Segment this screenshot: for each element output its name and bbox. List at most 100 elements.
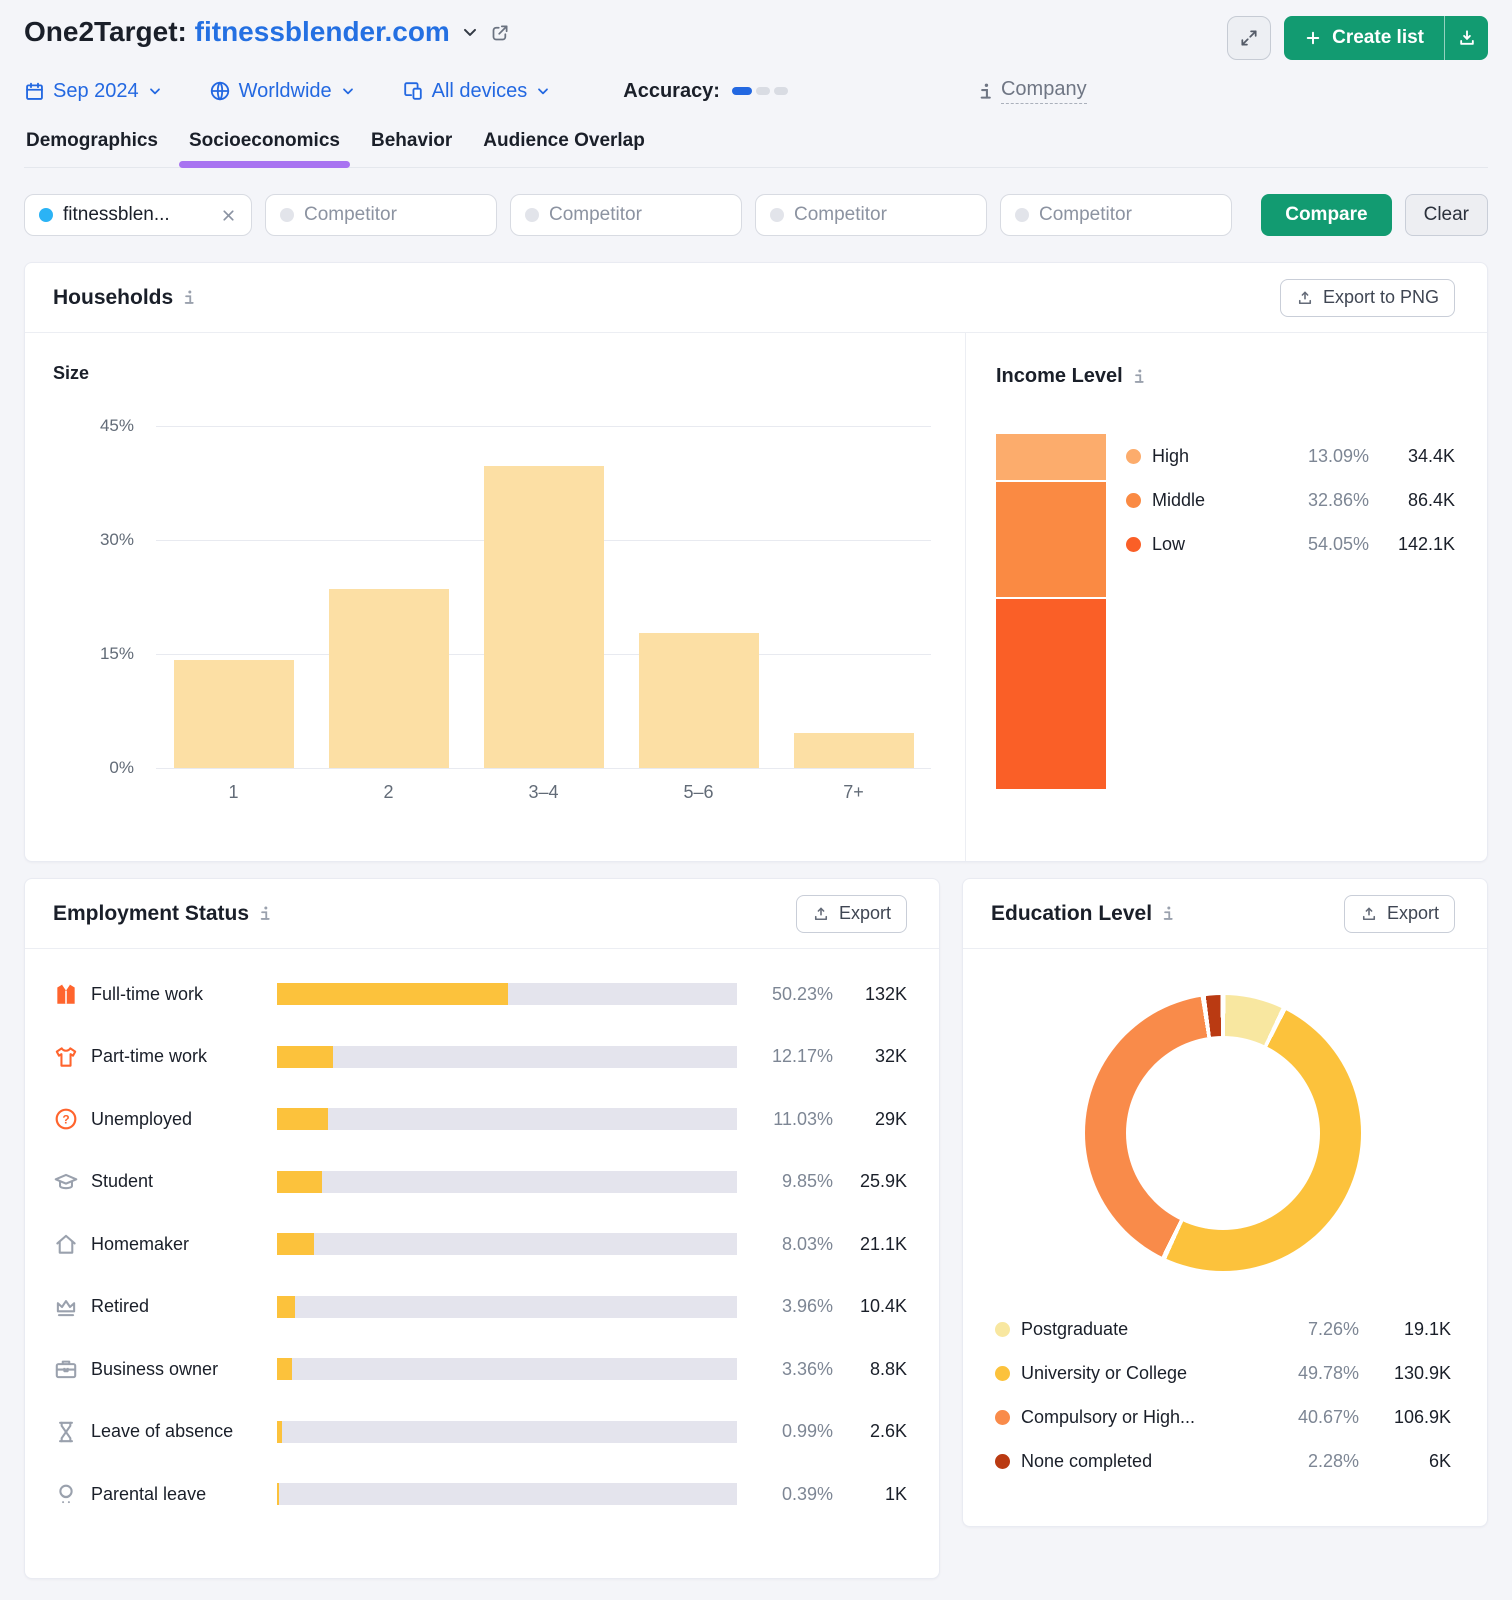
header: One2Target: fitnessblender.com xyxy=(24,0,1488,60)
expand-button[interactable] xyxy=(1227,16,1272,60)
compare-button[interactable]: Compare xyxy=(1261,194,1392,236)
clear-button[interactable]: Clear xyxy=(1404,194,1488,236)
employment-label: Homemaker xyxy=(91,1233,190,1254)
chevron-down-icon xyxy=(535,83,551,99)
donut-hole xyxy=(1126,1036,1320,1230)
employment-row: Business owner 3.36% 8.8K xyxy=(53,1354,907,1384)
competitor-input-2[interactable]: Competitor xyxy=(510,194,742,236)
tab-audience-overlap[interactable]: Audience Overlap xyxy=(483,130,645,151)
households-title: Households xyxy=(53,285,174,309)
income-segment-high xyxy=(996,434,1106,480)
question-circle-icon: ? xyxy=(53,1106,79,1132)
gridline xyxy=(156,426,931,427)
competitor-input-3[interactable]: Competitor xyxy=(755,194,987,236)
legend-pct: 32.86% xyxy=(1307,489,1369,510)
employment-label: Part-time work xyxy=(91,1046,208,1066)
legend-dot xyxy=(995,1365,1010,1381)
competitor-dot xyxy=(1015,208,1029,222)
income-stacked-bar xyxy=(996,434,1106,790)
bar-column xyxy=(311,426,466,768)
download-icon xyxy=(1457,28,1477,48)
date-filter-label: Sep 2024 xyxy=(53,79,139,102)
legend-pct: 40.67% xyxy=(1297,1406,1359,1427)
chevron-down-icon xyxy=(340,83,356,99)
legend-label: Low xyxy=(1152,533,1186,554)
tab-behavior[interactable]: Behavior xyxy=(370,130,453,151)
employment-export-button[interactable]: Export xyxy=(795,894,907,933)
report-tabs: Demographics Socioeconomics Behavior Aud… xyxy=(24,130,1488,168)
devices-icon xyxy=(402,80,424,102)
create-list-button[interactable]: Create list xyxy=(1284,16,1444,60)
employment-bar-track xyxy=(277,1170,737,1193)
employment-value: 2.6K xyxy=(869,1421,907,1441)
y-axis-tick: 0% xyxy=(109,758,134,777)
legend-value: 6K xyxy=(1428,1450,1451,1471)
legend-dot xyxy=(1126,492,1141,508)
x-axis-label: 5–6 xyxy=(683,782,714,802)
employment-value: 25.9K xyxy=(859,1171,907,1191)
filter-bar: Sep 2024 Worldwide All devices Accura xyxy=(24,78,1488,104)
employment-bar-fill xyxy=(277,1295,296,1318)
chevron-down-icon xyxy=(147,83,163,99)
legend-row: Low 54.05% 142.1K xyxy=(1126,522,1455,566)
employment-label: Full-time work xyxy=(91,983,204,1004)
legend-value: 19.1K xyxy=(1403,1318,1451,1339)
download-button[interactable] xyxy=(1444,16,1488,60)
legend-label: Middle xyxy=(1152,489,1206,510)
employment-pct: 0.39% xyxy=(781,1483,833,1504)
export-icon xyxy=(1296,289,1314,307)
employment-pct: 3.96% xyxy=(781,1296,833,1316)
households-card: Households Export to PNG Size 45% 30% 15% 0… xyxy=(24,262,1488,862)
tab-socioeconomics[interactable]: Socioeconomics xyxy=(178,130,350,168)
education-export-button[interactable]: Export xyxy=(1343,894,1455,933)
x-axis-label: 2 xyxy=(383,782,394,802)
location-filter[interactable]: Worldwide xyxy=(209,80,356,103)
export-to-png-button[interactable]: Export to PNG xyxy=(1279,278,1455,317)
info-icon[interactable] xyxy=(978,83,993,100)
info-icon[interactable] xyxy=(183,290,195,305)
info-icon[interactable] xyxy=(259,906,271,921)
competitor-input-4[interactable]: Competitor xyxy=(1000,194,1232,236)
external-link-icon[interactable] xyxy=(490,22,511,43)
employment-label: Leave of absence xyxy=(91,1421,234,1441)
employment-value: 21.1K xyxy=(859,1233,907,1254)
legend-pct: 49.78% xyxy=(1297,1362,1359,1383)
company-link[interactable]: Company xyxy=(1000,78,1087,104)
employment-row: Leave of absence 0.99% 2.6K xyxy=(53,1417,907,1447)
competitor-input-1[interactable]: Competitor xyxy=(265,194,497,236)
x-axis-label: 3–4 xyxy=(528,782,559,802)
employment-bar-fill xyxy=(277,1420,282,1443)
chevron-down-icon[interactable] xyxy=(460,22,480,42)
y-axis-tick: 30% xyxy=(99,530,134,549)
graduation-cap-icon xyxy=(53,1169,79,1195)
legend-label: None completed xyxy=(1021,1450,1153,1471)
employment-label: Student xyxy=(91,1171,154,1191)
employment-pct: 0.99% xyxy=(781,1421,833,1441)
employment-value: 32K xyxy=(874,1046,907,1066)
competitor-placeholder: Competitor xyxy=(794,204,887,225)
tab-demographics[interactable]: Demographics xyxy=(26,130,158,151)
close-icon[interactable] xyxy=(220,207,237,224)
legend-dot xyxy=(995,1409,1010,1425)
legend-row: Postgraduate 7.26% 19.1K xyxy=(995,1307,1451,1351)
legend-value: 86.4K xyxy=(1407,489,1455,510)
education-export-label: Export xyxy=(1386,903,1439,923)
employment-bar-fill xyxy=(277,1233,314,1255)
employment-export-label: Export xyxy=(838,903,891,923)
info-icon[interactable] xyxy=(1162,906,1174,921)
date-filter[interactable]: Sep 2024 xyxy=(24,80,163,103)
create-list-label: Create list xyxy=(1332,27,1424,48)
devices-filter[interactable]: All devices xyxy=(402,80,552,103)
employment-pct: 3.36% xyxy=(781,1358,833,1379)
size-chart-title: Size xyxy=(53,363,90,383)
employment-bar-track xyxy=(277,1420,737,1443)
info-icon[interactable] xyxy=(1133,369,1145,384)
bar-column xyxy=(621,426,776,768)
legend-label: Compulsory or High... xyxy=(1021,1406,1196,1427)
employment-pct: 8.03% xyxy=(781,1233,833,1254)
size-bar xyxy=(173,660,294,768)
selected-domain-chip[interactable]: fitnessblen... xyxy=(24,194,252,236)
bar-column xyxy=(776,426,931,768)
employment-bar-track xyxy=(277,983,737,1005)
competitor-placeholder: Competitor xyxy=(1039,204,1132,225)
